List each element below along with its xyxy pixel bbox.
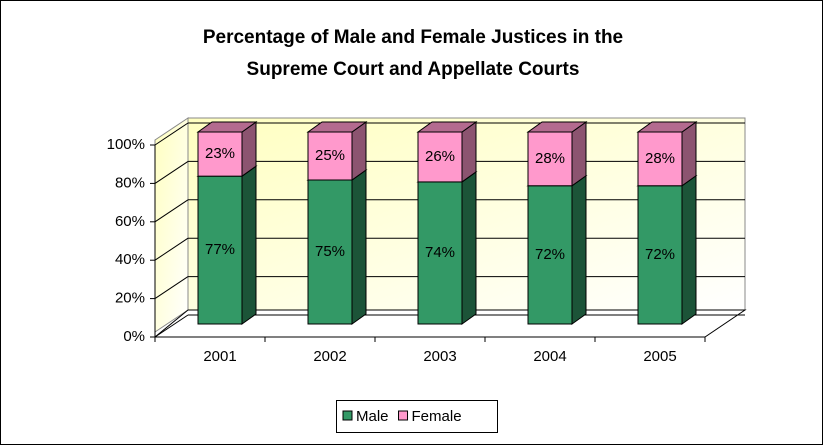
y-tick-label: 20% bbox=[115, 290, 145, 307]
y-tick-label: 60% bbox=[115, 213, 145, 230]
y-tick-label: 100% bbox=[107, 136, 145, 153]
legend-label: Male bbox=[356, 408, 389, 425]
data-label: 72% bbox=[535, 246, 565, 263]
data-label: 77% bbox=[205, 241, 235, 258]
x-tick-label: 2001 bbox=[203, 348, 236, 365]
bar bbox=[637, 185, 683, 325]
bar bbox=[637, 131, 683, 187]
bar-side bbox=[571, 174, 587, 325]
bar-side bbox=[241, 165, 257, 325]
data-label: 25% bbox=[315, 147, 345, 164]
bar bbox=[527, 185, 573, 325]
grid-line bbox=[154, 122, 189, 146]
y-tick-label: 0% bbox=[123, 328, 145, 345]
bar bbox=[307, 131, 353, 181]
legend-swatch bbox=[398, 410, 409, 421]
bar bbox=[197, 131, 243, 177]
y-tick-label: 40% bbox=[115, 251, 145, 268]
legend-swatch bbox=[342, 410, 353, 421]
x-tick-label: 2003 bbox=[423, 348, 456, 365]
bar-side bbox=[681, 121, 697, 187]
grid-line bbox=[154, 160, 189, 184]
bar bbox=[417, 181, 463, 325]
grid-line bbox=[154, 276, 189, 300]
data-label: 26% bbox=[425, 148, 455, 165]
bar-side bbox=[571, 121, 587, 187]
chart-title: Supreme Court and Appellate Courts bbox=[247, 59, 580, 80]
x-tick-label: 2002 bbox=[313, 348, 346, 365]
grid-line bbox=[154, 237, 189, 261]
bar-side bbox=[351, 169, 367, 325]
y-tick-label: 80% bbox=[115, 174, 145, 191]
bar bbox=[197, 175, 243, 325]
bar-side bbox=[681, 174, 697, 325]
bar bbox=[527, 131, 573, 187]
data-label: 74% bbox=[425, 244, 455, 261]
data-label: 28% bbox=[535, 150, 565, 167]
chart-title: Percentage of Male and Female Justices i… bbox=[203, 27, 623, 48]
x-tick-label: 2004 bbox=[533, 348, 566, 365]
bar-side bbox=[461, 170, 477, 325]
grid-line bbox=[154, 199, 189, 223]
bar bbox=[417, 131, 463, 183]
data-label: 75% bbox=[315, 243, 345, 260]
legend-label: Female bbox=[412, 408, 462, 425]
legend bbox=[336, 400, 498, 433]
data-label: 23% bbox=[205, 145, 235, 162]
side-wall bbox=[154, 117, 189, 333]
grid-line bbox=[154, 314, 189, 338]
data-label: 72% bbox=[645, 246, 675, 263]
x-tick-label: 2005 bbox=[643, 348, 676, 365]
data-label: 28% bbox=[645, 150, 675, 167]
